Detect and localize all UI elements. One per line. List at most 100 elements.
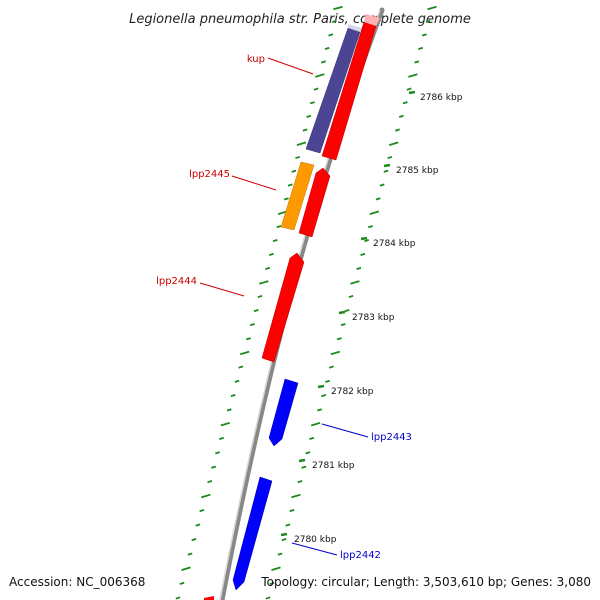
tick-mark bbox=[427, 5, 437, 11]
tick-mark bbox=[414, 60, 420, 64]
tick-mark bbox=[179, 581, 185, 585]
kbp-tick bbox=[280, 532, 288, 537]
tick-mark bbox=[230, 394, 236, 398]
tick-mark bbox=[324, 46, 330, 50]
tick-mark bbox=[306, 114, 312, 118]
tick-mark bbox=[268, 252, 274, 256]
tick-mark bbox=[199, 509, 205, 513]
tick-mark bbox=[356, 266, 362, 270]
kbp-tick bbox=[298, 458, 306, 463]
tick-mark bbox=[328, 365, 334, 369]
tick-mark bbox=[331, 19, 337, 23]
tick-mark bbox=[269, 581, 275, 585]
tick-mark bbox=[215, 451, 220, 455]
tick-mark bbox=[375, 197, 381, 201]
kbp-label: 2783 kbp bbox=[352, 313, 395, 323]
tick-mark bbox=[360, 252, 366, 256]
accession-text: Accession: NC_006368 bbox=[9, 575, 145, 589]
tick-mark bbox=[310, 421, 321, 427]
leader-lpp2444 bbox=[199, 282, 245, 297]
label-lpp2442[interactable]: lpp2442 bbox=[340, 550, 381, 561]
kbp-tick bbox=[317, 384, 325, 389]
tick-mark bbox=[421, 33, 427, 37]
tick-track-right bbox=[265, 5, 437, 600]
tick-mark bbox=[305, 451, 311, 455]
tick-mark bbox=[271, 566, 281, 571]
kbp-label: 2785 kbp bbox=[396, 166, 439, 176]
tick-mark bbox=[239, 350, 250, 356]
tick-mark bbox=[402, 101, 408, 105]
kbp-label: 2786 kbp bbox=[420, 93, 463, 103]
tick-mark bbox=[265, 596, 271, 600]
feature-track bbox=[204, 14, 380, 600]
tick-mark bbox=[344, 309, 350, 313]
kbp-tick bbox=[338, 310, 346, 315]
tick-mark bbox=[313, 87, 319, 91]
genome-backbone-highlight bbox=[219, 9, 381, 600]
leader-lpp2442 bbox=[291, 542, 338, 556]
tick-mark bbox=[234, 379, 240, 383]
tick-mark bbox=[211, 465, 217, 469]
label-lpp2443[interactable]: lpp2443 bbox=[371, 432, 412, 443]
tick-mark bbox=[295, 155, 301, 160]
tick-mark bbox=[387, 155, 393, 160]
tick-mark bbox=[333, 5, 343, 11]
tick-mark bbox=[259, 280, 269, 285]
label-lpp2445[interactable]: lpp2445 bbox=[189, 169, 230, 180]
tick-mark bbox=[309, 101, 315, 105]
kbp-tick bbox=[408, 90, 416, 95]
tick-mark bbox=[296, 141, 307, 146]
tick-mark bbox=[220, 421, 231, 427]
tick-mark bbox=[297, 480, 303, 484]
tick-mark bbox=[425, 19, 431, 23]
cds-kup-fade bbox=[348, 24, 362, 32]
tick-mark bbox=[315, 73, 325, 78]
tick-mark bbox=[325, 379, 330, 383]
tick-mark bbox=[257, 294, 263, 299]
kbp-label: 2780 kbp bbox=[294, 535, 337, 545]
label-lpp2444[interactable]: lpp2444 bbox=[156, 276, 197, 287]
kbp-tick bbox=[360, 236, 368, 241]
tick-mark bbox=[388, 141, 399, 146]
kbp-label: 2784 kbp bbox=[373, 239, 416, 249]
label-kup[interactable]: kup bbox=[247, 54, 265, 65]
leader-kup bbox=[267, 57, 314, 75]
leader-lpp2443 bbox=[321, 423, 369, 438]
tick-mark bbox=[369, 210, 380, 215]
tick-mark bbox=[379, 183, 385, 187]
gene-lpp2443[interactable] bbox=[268, 378, 299, 447]
gene-labels: kup lpp2445 lpp2444 lpp2443 lpp2442 bbox=[156, 54, 412, 561]
tick-track-left bbox=[175, 5, 343, 600]
tick-mark bbox=[191, 538, 197, 542]
kbp-tick bbox=[383, 163, 391, 168]
tick-mark bbox=[395, 128, 400, 132]
tick-mark bbox=[246, 337, 251, 341]
kbp-scale: 2786 kbp 2785 kbp 2784 kbp 2783 kbp 2782… bbox=[280, 90, 463, 545]
tick-mark bbox=[368, 225, 373, 229]
tick-mark bbox=[418, 46, 424, 50]
tick-mark bbox=[350, 280, 360, 285]
gene-lpp2442[interactable] bbox=[232, 476, 273, 591]
tick-mark bbox=[195, 523, 201, 527]
cds-lpp2445[interactable] bbox=[280, 161, 315, 231]
tick-mark bbox=[201, 493, 211, 499]
kbp-label: 2781 kbp bbox=[312, 461, 355, 471]
tick-mark bbox=[302, 128, 308, 132]
tick-mark bbox=[253, 309, 259, 313]
tick-mark bbox=[181, 566, 191, 571]
tick-mark bbox=[289, 509, 295, 513]
gene-lpp2444[interactable] bbox=[261, 252, 305, 363]
tick-mark bbox=[281, 538, 287, 542]
tick-mark bbox=[219, 436, 224, 440]
tick-mark bbox=[238, 365, 244, 369]
tick-mark bbox=[277, 552, 283, 556]
gene-lpp2445[interactable] bbox=[298, 167, 331, 238]
gene-kup-fade bbox=[364, 14, 380, 26]
tick-mark bbox=[408, 73, 418, 78]
tick-mark bbox=[309, 436, 315, 440]
tick-mark bbox=[287, 183, 293, 187]
map-title: Legionella pneumophila str. Paris, compl… bbox=[129, 12, 471, 27]
tick-mark bbox=[285, 523, 291, 527]
tick-mark bbox=[291, 493, 301, 499]
